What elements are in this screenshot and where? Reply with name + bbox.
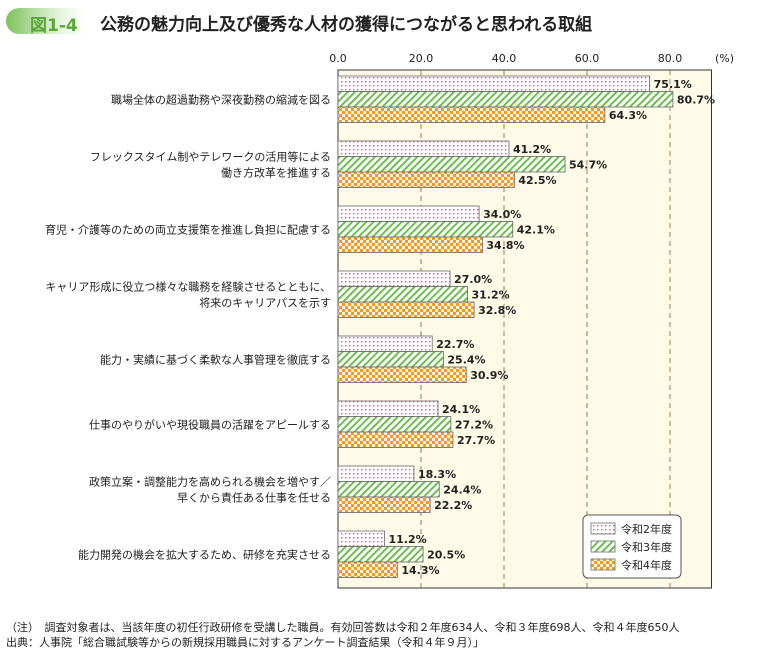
bar [337, 546, 424, 563]
legend-swatch [590, 558, 616, 571]
bar [337, 561, 398, 578]
figure-badge [6, 8, 86, 34]
data-label: 11.2% [388, 533, 426, 546]
bar [337, 236, 483, 253]
bar [337, 335, 433, 352]
bar [337, 496, 431, 513]
data-label: 31.2% [471, 289, 509, 302]
data-label: 42.1% [517, 224, 555, 237]
figure-number: 図1-4 [30, 16, 78, 36]
data-label: 14.3% [401, 564, 439, 577]
bar [337, 205, 480, 222]
data-label: 27.7% [457, 434, 495, 447]
legend-swatch [590, 522, 616, 535]
category-label: 能力・実績に基づく柔軟な人事管理を徹底する [100, 352, 331, 366]
data-label: 27.0% [454, 273, 492, 286]
source-note: 出典：人事院「総合職試験等からの新規採用職員に対するアンケート調査結果（令和４年… [6, 636, 485, 649]
data-label: 34.8% [486, 239, 524, 252]
bar [337, 465, 415, 482]
category-label: 早くから責任ある仕事を任せる [177, 490, 331, 504]
data-label: 27.2% [455, 419, 493, 432]
category-label: 将来のキャリアパスを示す [199, 296, 331, 309]
bar [337, 106, 606, 123]
bar [337, 171, 515, 188]
bar [337, 481, 440, 498]
data-label: 24.4% [443, 484, 481, 497]
bar [337, 75, 651, 92]
data-label: 64.3% [609, 109, 647, 122]
legend-swatch [590, 540, 616, 553]
category-label: 働き方改革を推進する [221, 165, 331, 179]
bar [337, 431, 454, 448]
category-label: 政策立案・調整能力を高められる機会を増やす／ [89, 474, 331, 488]
bar [337, 416, 452, 433]
bar [337, 286, 468, 303]
data-label: 24.1% [442, 403, 480, 416]
bar [337, 366, 467, 383]
data-label: 25.4% [447, 354, 485, 367]
bar [337, 91, 674, 108]
data-label: 32.8% [478, 304, 516, 317]
data-label: 41.2% [513, 143, 551, 156]
unit-label: (%) [715, 52, 734, 65]
bar [337, 530, 385, 547]
category-label: 仕事のやりがいや現役職員の活躍をアピールする [89, 417, 331, 431]
bar [337, 221, 514, 238]
category-label: フレックスタイム制やテレワークの活用等による [90, 149, 331, 163]
data-label: 42.5% [518, 174, 556, 187]
bar [337, 400, 439, 417]
data-label: 30.9% [470, 369, 508, 382]
bar [337, 301, 475, 318]
data-label: 34.0% [483, 208, 521, 221]
category-label: 職場全体の超過勤務や深夜勤務の縮減を図る [111, 92, 331, 106]
footnote: （注） 調査対象者は、当該年度の初任行政研修を受講した職員。有効回答数は令和２年… [6, 621, 680, 634]
data-label: 75.1% [654, 78, 692, 91]
legend-label: 令和3年度 [621, 540, 672, 554]
data-label: 54.7% [569, 159, 607, 172]
category-label: 育児・介護等のための両立支援策を推進し負担に配慮する [45, 222, 331, 236]
category-label: キャリア形成に役立つ様々な職務を経験させるとともに、 [45, 279, 331, 293]
data-label: 18.3% [418, 468, 456, 481]
bar [337, 270, 451, 287]
legend-label: 令和4年度 [621, 558, 672, 572]
chart-title: 公務の魅力向上及び優秀な人材の獲得につながると思われる取組 [100, 15, 593, 35]
category-label: 能力開発の機会を拡大するため、研修を充実させる [78, 547, 331, 561]
x-tick-label: 20.0 [409, 52, 434, 65]
bar [337, 156, 566, 173]
data-label: 22.7% [436, 338, 474, 351]
x-tick-label: 80.0 [658, 52, 683, 65]
data-label: 80.7% [677, 94, 715, 107]
x-tick-label: 60.0 [575, 52, 600, 65]
x-tick-label: 40.0 [492, 52, 517, 65]
x-tick-label: 0.0 [329, 52, 347, 65]
data-label: 22.2% [434, 499, 472, 512]
bar [337, 351, 444, 368]
data-label: 20.5% [427, 549, 465, 562]
bar [337, 140, 510, 157]
legend-label: 令和2年度 [621, 522, 672, 536]
